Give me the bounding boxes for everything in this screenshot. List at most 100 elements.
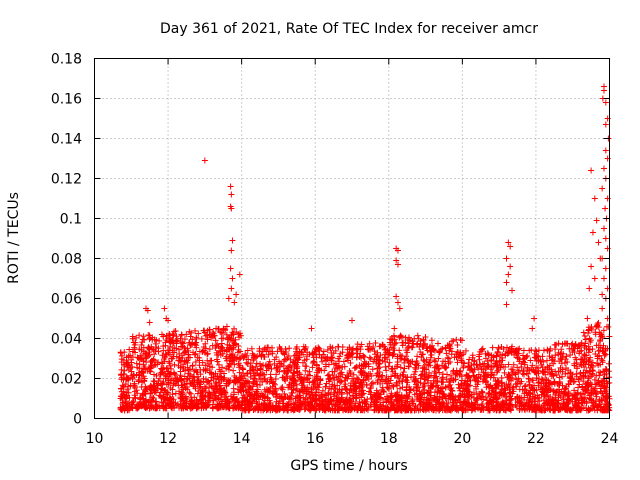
data-point	[166, 347, 173, 354]
data-point	[438, 379, 445, 386]
data-point	[164, 389, 171, 396]
data-point	[307, 407, 314, 414]
data-point	[493, 369, 500, 376]
data-point	[219, 344, 226, 351]
data-point	[601, 371, 608, 378]
data-point	[136, 346, 143, 353]
data-point	[265, 365, 272, 372]
data-point	[132, 383, 139, 390]
data-point	[440, 358, 447, 365]
data-point	[522, 382, 529, 389]
data-point	[514, 346, 521, 353]
data-point	[518, 378, 525, 385]
data-point	[174, 400, 181, 407]
data-point	[173, 353, 180, 360]
data-point	[481, 360, 488, 367]
data-point	[486, 384, 493, 391]
data-point	[251, 372, 258, 379]
data-point	[265, 344, 272, 351]
data-point	[417, 349, 424, 356]
data-point	[603, 366, 610, 373]
data-point	[206, 326, 213, 333]
data-point	[568, 341, 575, 348]
data-point	[202, 362, 209, 369]
data-point	[580, 404, 587, 411]
data-point	[206, 346, 213, 353]
data-point	[594, 353, 601, 360]
data-point	[155, 348, 162, 355]
data-point	[455, 353, 462, 360]
data-point	[503, 407, 510, 414]
data-point	[346, 344, 353, 351]
data-point	[569, 398, 576, 405]
data-point	[367, 391, 374, 398]
data-point	[133, 334, 140, 341]
data-point	[509, 287, 516, 294]
data-point	[420, 337, 427, 344]
data-point	[209, 364, 216, 371]
data-point	[518, 360, 525, 367]
data-point	[424, 377, 431, 384]
data-point	[398, 407, 405, 414]
data-point	[453, 336, 460, 343]
data-point	[599, 305, 606, 312]
data-point	[192, 350, 199, 357]
data-point	[503, 344, 510, 351]
data-point	[535, 379, 542, 386]
y-tick-label: 0.14	[51, 132, 82, 148]
data-point	[156, 375, 163, 382]
data-point	[166, 371, 173, 378]
data-point	[473, 377, 480, 384]
data-point	[567, 369, 574, 376]
data-point	[266, 358, 273, 365]
data-point	[193, 334, 200, 341]
data-point	[189, 340, 196, 347]
data-point	[443, 364, 450, 371]
data-point	[214, 341, 221, 348]
data-point	[146, 349, 153, 356]
data-point	[313, 400, 320, 407]
x-tick-label: 14	[233, 431, 251, 447]
data-point	[268, 365, 275, 372]
data-point	[117, 404, 124, 411]
data-point	[602, 147, 609, 154]
data-point	[118, 374, 125, 381]
data-point	[599, 368, 606, 375]
data-point	[435, 365, 442, 372]
data-point	[203, 404, 210, 411]
data-point	[435, 355, 442, 362]
data-point	[414, 384, 421, 391]
data-point	[589, 229, 596, 236]
data-point	[473, 385, 480, 392]
data-point	[335, 343, 342, 350]
data-point	[330, 361, 337, 368]
data-point	[412, 366, 419, 373]
data-point	[366, 340, 373, 347]
data-point	[461, 379, 468, 386]
data-point	[442, 364, 449, 371]
data-point	[196, 348, 203, 355]
data-point	[140, 351, 147, 358]
data-point	[388, 390, 395, 397]
data-point	[442, 383, 449, 390]
data-point	[133, 360, 140, 367]
data-point	[394, 247, 401, 254]
data-point	[169, 391, 176, 398]
data-point	[294, 356, 301, 363]
data-point	[514, 355, 521, 362]
data-point	[530, 377, 537, 384]
data-point	[605, 360, 612, 367]
data-point	[520, 347, 527, 354]
data-point	[166, 394, 173, 401]
data-point	[466, 356, 473, 363]
data-point	[202, 345, 209, 352]
data-point	[290, 359, 297, 366]
data-point	[227, 183, 234, 190]
data-point	[555, 340, 562, 347]
data-point	[192, 327, 199, 334]
data-point	[235, 342, 242, 349]
data-point	[591, 407, 598, 414]
data-point	[519, 370, 526, 377]
data-point	[312, 346, 319, 353]
data-point	[142, 388, 149, 395]
